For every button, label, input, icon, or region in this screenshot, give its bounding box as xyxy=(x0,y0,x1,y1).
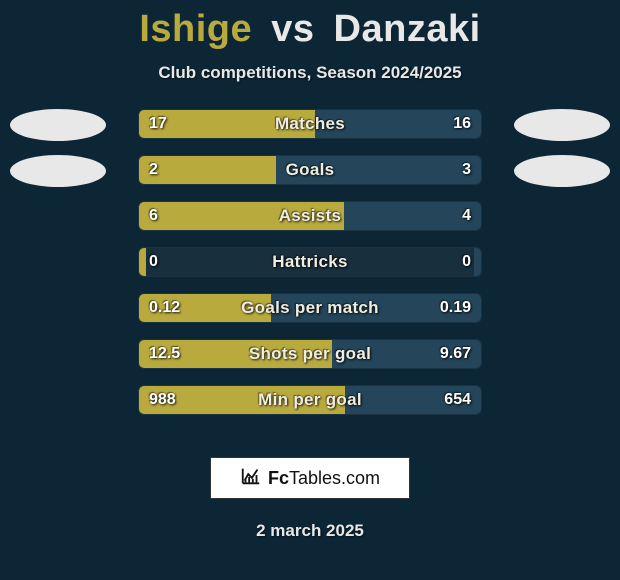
comparison-title: Ishige vs Danzaki xyxy=(0,0,620,51)
stat-value-left: 2 xyxy=(149,161,158,179)
stat-value-left: 17 xyxy=(149,115,167,133)
fctables-logo: FcTables.com xyxy=(210,457,410,499)
stat-row: 2 3 Goals xyxy=(138,155,482,185)
date-label: 2 march 2025 xyxy=(0,521,620,541)
vs-label: vs xyxy=(271,8,314,50)
stat-value-left: 0 xyxy=(149,253,158,271)
stat-row: 0 0 Hattricks xyxy=(138,247,482,277)
stat-value-right: 3 xyxy=(462,161,471,179)
stat-label: Goals per match xyxy=(241,298,379,318)
bars-container: 17 16 Matches 2 3 Goals 6 4 Assists 0 0 Hattricks 0.… xyxy=(138,109,482,431)
stat-row: 988 654 Min per goal xyxy=(138,385,482,415)
stat-value-right: 16 xyxy=(453,115,471,133)
stat-label: Goals xyxy=(286,160,335,180)
stat-fill-left xyxy=(139,156,276,184)
stat-label: Hattricks xyxy=(272,252,347,272)
logo-suffix: Tables.com xyxy=(289,468,380,488)
stat-row: 17 16 Matches xyxy=(138,109,482,139)
stat-row: 6 4 Assists xyxy=(138,201,482,231)
logo-prefix: Fc xyxy=(268,468,289,488)
team-badge-right xyxy=(514,155,610,187)
stat-value-right: 654 xyxy=(444,391,471,409)
logo-text: FcTables.com xyxy=(268,468,380,489)
stat-value-right: 0 xyxy=(462,253,471,271)
stat-row: 12.5 9.67 Shots per goal xyxy=(138,339,482,369)
stat-fill-left xyxy=(139,248,146,276)
stat-label: Shots per goal xyxy=(249,344,371,364)
stat-fill-right xyxy=(474,248,481,276)
stat-value-right: 4 xyxy=(462,207,471,225)
stat-value-left: 6 xyxy=(149,207,158,225)
comparison-chart: 17 16 Matches 2 3 Goals 6 4 Assists 0 0 Hattricks 0.… xyxy=(0,109,620,419)
subtitle: Club competitions, Season 2024/2025 xyxy=(0,63,620,83)
team-badge-left xyxy=(10,155,106,187)
stat-label: Matches xyxy=(275,114,345,134)
chart-icon xyxy=(240,465,262,492)
stat-value-left: 988 xyxy=(149,391,176,409)
player1-name: Ishige xyxy=(139,8,252,50)
stat-fill-right xyxy=(344,202,481,230)
stat-label: Assists xyxy=(279,206,342,226)
player2-name: Danzaki xyxy=(334,8,481,50)
stat-value-right: 0.19 xyxy=(440,299,471,317)
team-badge-right xyxy=(514,109,610,141)
stat-value-left: 12.5 xyxy=(149,345,180,363)
stat-label: Min per goal xyxy=(258,390,362,410)
stat-row: 0.12 0.19 Goals per match xyxy=(138,293,482,323)
stat-value-right: 9.67 xyxy=(440,345,471,363)
stat-value-left: 0.12 xyxy=(149,299,180,317)
team-badge-left xyxy=(10,109,106,141)
